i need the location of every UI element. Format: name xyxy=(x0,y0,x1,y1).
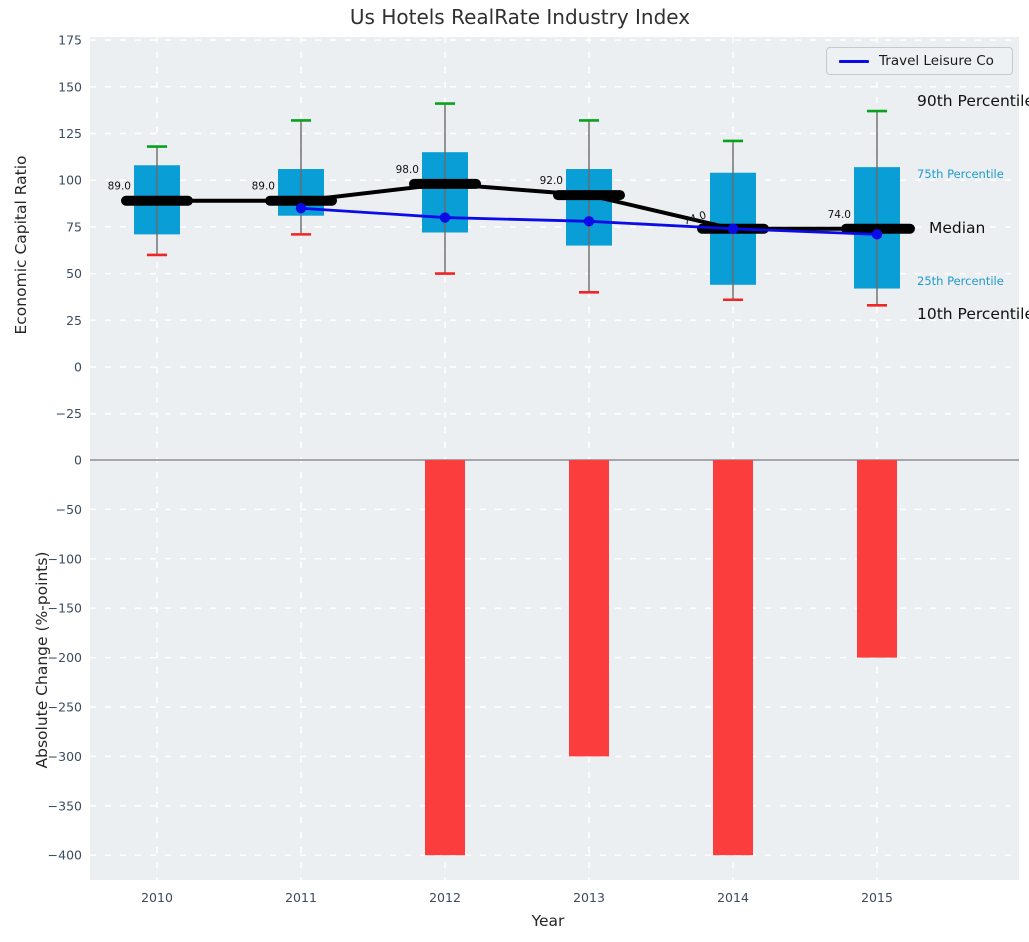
bar-2013 xyxy=(569,460,609,757)
x-tick-2014: 2014 xyxy=(717,890,749,905)
y-tick-bot--150: −150 xyxy=(48,601,82,616)
y-tick-top-25: 25 xyxy=(66,313,82,328)
y-tick-top-50: 50 xyxy=(66,266,82,281)
company-point xyxy=(583,216,595,227)
x-axis-label: Year xyxy=(531,912,565,930)
bottom-y-axis-label: Absolute Change (%-points) xyxy=(33,551,51,769)
bar-2012 xyxy=(425,460,465,856)
x-tick-2015: 2015 xyxy=(861,890,893,905)
legend: Travel Leisure Co xyxy=(826,47,1013,75)
y-tick-bot--350: −350 xyxy=(48,798,82,813)
legend-label: Travel Leisure Co xyxy=(879,53,994,69)
company-point xyxy=(727,223,739,234)
y-tick-bot--50: −50 xyxy=(56,502,82,517)
x-tick-2012: 2012 xyxy=(429,890,461,905)
median-value-label-2010: 89.0 xyxy=(108,181,131,193)
y-tick-top-150: 150 xyxy=(58,79,82,94)
annotation-median: Median xyxy=(929,219,986,237)
x-tick-2011: 2011 xyxy=(285,890,317,905)
y-tick-bot--250: −250 xyxy=(48,700,82,715)
company-point xyxy=(439,212,451,223)
chart-title: Us Hotels RealRate Industry Index xyxy=(349,5,691,29)
company-point xyxy=(295,203,307,214)
legend-line-sample-icon xyxy=(839,59,869,63)
y-tick-top-0: 0 xyxy=(74,360,82,375)
x-tick-2013: 2013 xyxy=(573,890,605,905)
plot-background xyxy=(90,37,1019,880)
y-tick-top--25: −25 xyxy=(56,406,82,421)
y-tick-bot--400: −400 xyxy=(48,848,82,863)
y-tick-top-125: 125 xyxy=(58,126,82,141)
y-tick-bot--100: −100 xyxy=(48,551,82,566)
y-tick-top-75: 75 xyxy=(66,219,82,234)
y-tick-bot--300: −300 xyxy=(48,749,82,764)
y-tick-bot--200: −200 xyxy=(48,650,82,665)
annotation-90th-percentile: 90th Percentile xyxy=(917,92,1029,110)
y-tick-top-175: 175 xyxy=(58,33,82,48)
annotation-25th-percentile: 25th Percentile xyxy=(917,274,1004,288)
y-tick-top-100: 100 xyxy=(58,173,82,188)
annotation-10th-percentile: 10th Percentile xyxy=(917,305,1029,323)
bar-2014 xyxy=(713,460,753,856)
x-tick-2010: 2010 xyxy=(141,890,173,905)
median-value-label-2012: 98.0 xyxy=(396,164,419,176)
bar-2015 xyxy=(857,460,897,658)
annotation-75th-percentile: 75th Percentile xyxy=(917,167,1004,181)
top-y-axis-label: Economic Capital Ratio xyxy=(12,155,30,335)
median-value-label-2011: 89.0 xyxy=(252,181,275,193)
y-tick-bot-0: 0 xyxy=(74,453,82,468)
median-value-label-2013: 92.0 xyxy=(540,175,563,187)
company-point xyxy=(871,229,883,240)
median-value-label-2015: 74.0 xyxy=(828,209,851,221)
